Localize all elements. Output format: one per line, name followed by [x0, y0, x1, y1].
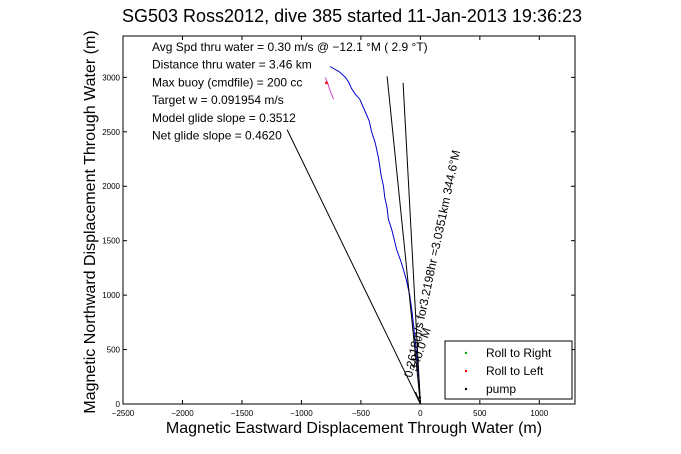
y-tick-label: 1000 [102, 291, 120, 300]
legend-marker-roll-left [464, 369, 468, 373]
series-track-pink-1 [324, 77, 334, 100]
y-tick-label: 3000 [102, 73, 120, 82]
series-line-2 [286, 129, 421, 405]
series-line-5 [415, 391, 421, 405]
annotation-line-1: Avg Spd thru water = 0.30 m/s @ −12.1 °M… [152, 40, 428, 54]
legend-label-pump: pump [486, 382, 516, 396]
x-tick-label: −1000 [290, 409, 313, 418]
x-tick-label: 1000 [530, 409, 548, 418]
annotation-line-4: Target w = 0.091954 m/s [152, 93, 284, 107]
series-line-3 [386, 76, 421, 405]
x-tick-label: −2000 [171, 409, 194, 418]
y-tick-label: 2000 [102, 182, 120, 191]
annotation-line-3: Max buoy (cmdfile) = 200 cc [152, 75, 302, 89]
x-tick-label: −1500 [231, 409, 254, 418]
x-tick-label: 0 [418, 409, 423, 418]
series-layer [286, 66, 422, 405]
data-marker-1 [418, 396, 422, 399]
tick-layer: −2500 −2000 −1500 −1000 −500 0 500 1000 0 500 1000… [102, 36, 575, 418]
y-tick-label: 0 [116, 400, 121, 409]
data-marker-0 [325, 81, 328, 85]
y-tick-label: 1500 [102, 237, 120, 246]
y-axis-label: Magnetic Northward Displacement Through … [82, 30, 99, 413]
legend: Roll to Right Roll to Left pump [444, 340, 573, 400]
annotation-line-2: Distance thru water = 3.46 km [152, 58, 312, 72]
x-tick-label: 500 [473, 409, 487, 418]
x-axis-label: Magnetic Eastward Displacement Through W… [166, 420, 542, 437]
annotation-line-5: Model glide slope = 0.3512 [152, 111, 296, 125]
x-tick-label: −500 [352, 409, 371, 418]
series-track-0 [329, 66, 421, 405]
legend-label-roll-right: Roll to Right [486, 346, 552, 360]
x-tick-label: −2500 [112, 409, 135, 418]
series-line-4 [402, 82, 421, 405]
y-tick-label: 2500 [102, 128, 120, 137]
legend-label-roll-left: Roll to Left [486, 364, 544, 378]
legend-marker-roll-right [464, 351, 468, 355]
y-tick-label: 500 [107, 346, 121, 355]
legend-marker-pump [464, 387, 468, 391]
chart-title: SG503 Ross2012, dive 385 started 11-Jan-… [122, 6, 582, 26]
annotation-line-6: Net glide slope = 0.4620 [152, 129, 282, 143]
